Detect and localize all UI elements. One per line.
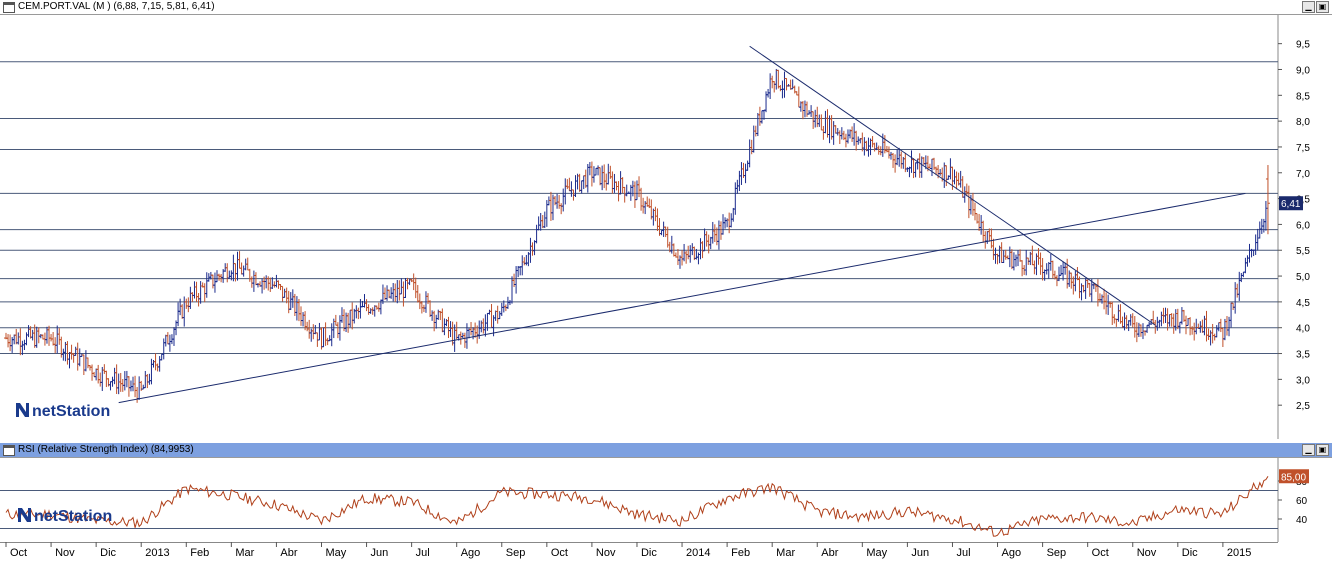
y-tick-label: 3,0	[1296, 375, 1310, 386]
x-tick-label: May	[866, 547, 887, 559]
x-tick-label: Sep	[1047, 547, 1067, 559]
y-tick-label: 6,5	[1296, 195, 1310, 206]
rsi-panel-title: RSI (Relative Strength Index) (84,9953)	[18, 444, 194, 455]
rsi-last-value-label: 85,00	[1281, 472, 1306, 483]
y-tick-label: 8,0	[1296, 117, 1310, 128]
x-tick-label: Abr	[280, 547, 297, 559]
netstation-logo: netStation	[16, 403, 110, 420]
last-value-box	[1279, 196, 1303, 211]
x-tick-label: Jul	[956, 547, 970, 559]
rsi-y-tick-label: 40	[1296, 515, 1308, 526]
netstation-logo-mark	[18, 508, 31, 522]
maximize-icon[interactable]: ▣	[1316, 1, 1329, 13]
x-tick-label: Mar	[235, 547, 254, 559]
x-tick-label: Oct	[1092, 547, 1109, 559]
x-tick-label: Dic	[641, 547, 657, 559]
y-tick-label: 5,5	[1296, 246, 1310, 257]
trendline	[749, 45, 1156, 326]
last-value-label: 6,41	[1281, 199, 1301, 210]
rsi-panel-header: RSI (Relative Strength Index) (84,9953) …	[0, 443, 1332, 458]
x-tick-label: Ago	[461, 547, 481, 559]
x-tick-label: Nov	[55, 547, 75, 559]
trendline	[118, 192, 1246, 404]
y-tick-label: 6,0	[1296, 220, 1310, 231]
y-tick-label: 5,0	[1296, 272, 1310, 283]
rsi-last-value-box	[1279, 469, 1309, 484]
x-tick-label: Mar	[776, 547, 795, 559]
x-tick-label: Ago	[1002, 547, 1022, 559]
x-tick-label: 2015	[1227, 547, 1251, 559]
netstation-logo: netStation	[18, 508, 112, 525]
x-tick-label: Oct	[10, 547, 27, 559]
x-axis: Oct Nov Dic 2013 Feb Mar Abr May Jun Jul Ago Sep Oct…	[0, 542, 1332, 561]
x-tick-label: Oct	[551, 547, 568, 559]
y-tick-label: 7,5	[1296, 143, 1310, 154]
y-tick-label: 2,5	[1296, 401, 1310, 412]
x-tick-label: Dic	[100, 547, 116, 559]
x-tick-label: Feb	[190, 547, 209, 559]
netstation-watermark: netStation	[32, 403, 110, 420]
main-panel-title: CEM.PORT.VAL (M ) (6,88, 7,15, 5,81, 6,4…	[18, 1, 215, 12]
y-tick-label: 7,0	[1296, 169, 1310, 180]
netstation-logo-mark	[16, 403, 29, 417]
y-tick-label: 9,5	[1296, 40, 1310, 51]
x-tick-label: Nov	[596, 547, 616, 559]
price-chart: 2,5 3,0 3,5 4,0 4,5 5,0 5,5 6,0 6,5 7,0 7,5 8,0 8,5 9…	[0, 15, 1332, 439]
x-tick-label: Jun	[371, 547, 389, 559]
x-tick-label: 2013	[145, 547, 169, 559]
x-tick-label: Dic	[1182, 547, 1198, 559]
chart-window-icon	[3, 445, 15, 456]
chart-window-icon	[3, 2, 15, 13]
y-tick-label: 3,5	[1296, 350, 1310, 361]
main-panel-header: CEM.PORT.VAL (M ) (6,88, 7,15, 5,81, 6,4…	[0, 0, 1332, 15]
x-tick-label: Abr	[821, 547, 838, 559]
x-tick-label: Jul	[416, 547, 430, 559]
y-tick-label: 4,0	[1296, 324, 1310, 335]
x-tick-label: Sep	[506, 547, 526, 559]
rsi-background	[0, 458, 1332, 542]
netstation-watermark: netStation	[34, 508, 112, 525]
x-tick-label: Jun	[911, 547, 929, 559]
rsi-y-tick-label: 60	[1296, 496, 1308, 507]
y-tick-label: 8,5	[1296, 91, 1310, 102]
maximize-icon[interactable]: ▣	[1316, 444, 1329, 456]
y-tick-label: 4,5	[1296, 298, 1310, 309]
x-tick-label: Nov	[1137, 547, 1157, 559]
x-tick-label: May	[325, 547, 346, 559]
x-tick-label: 2014	[686, 547, 710, 559]
rsi-line	[5, 476, 1269, 537]
minimize-icon[interactable]: ▁	[1302, 1, 1315, 13]
minimize-icon[interactable]: ▁	[1302, 444, 1315, 456]
x-tick-label: Feb	[731, 547, 750, 559]
y-tick-label: 9,0	[1296, 65, 1310, 76]
x-axis-background	[0, 542, 1332, 561]
